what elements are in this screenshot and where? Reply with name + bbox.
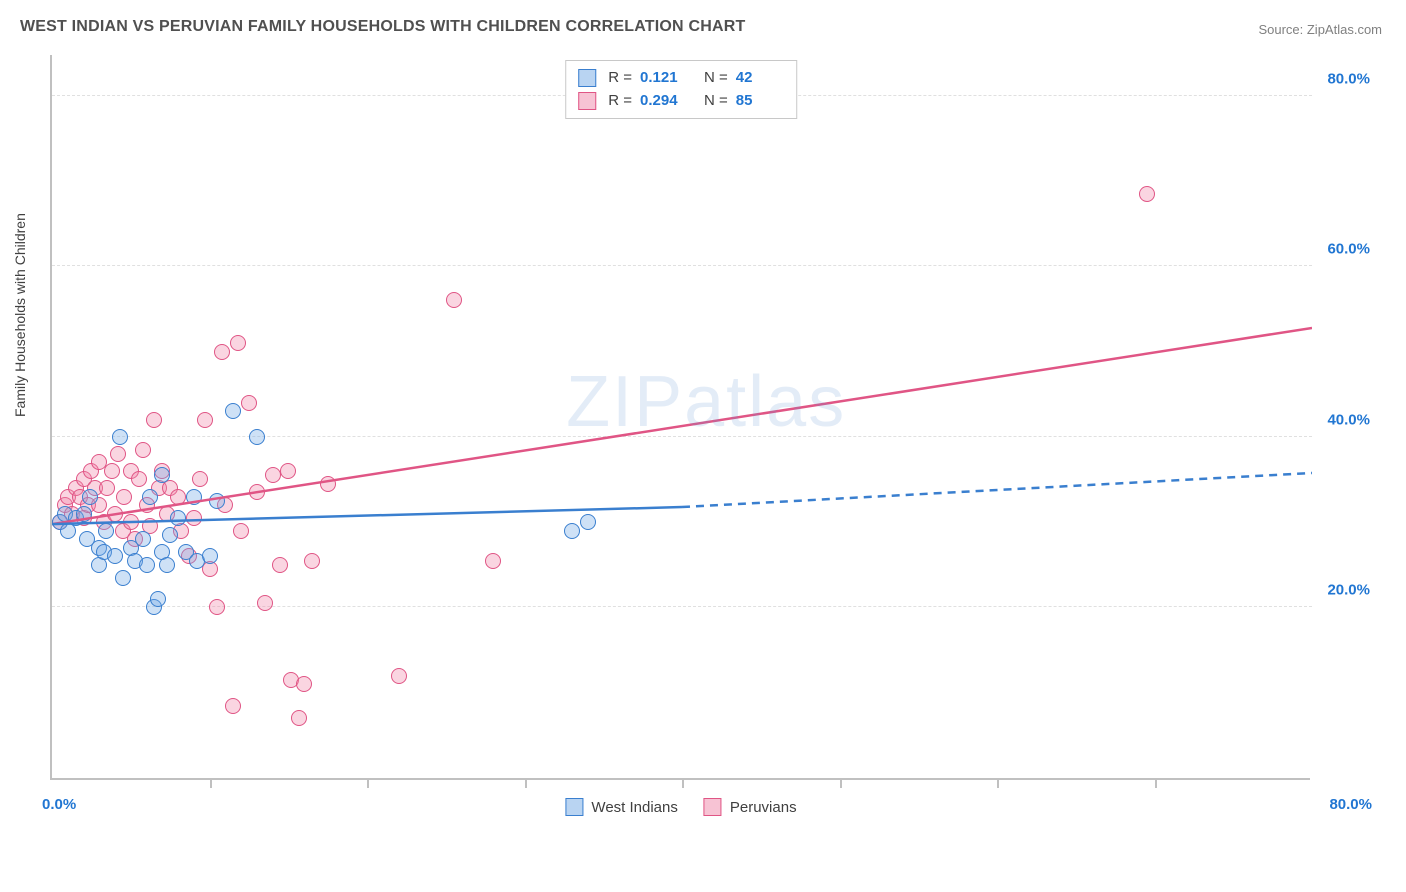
swatch-blue-icon bbox=[565, 798, 583, 816]
correlation-legend: R = 0.121 N = 42 R = 0.294 N = 85 bbox=[565, 60, 797, 119]
scatter-point-pink bbox=[146, 412, 162, 428]
x-tick bbox=[840, 778, 842, 788]
source-label: Source: ZipAtlas.com bbox=[1258, 22, 1382, 37]
chart-area: ZIPatlas R = 0.121 N = 42 R = 0.294 N = … bbox=[50, 55, 1380, 815]
n-label: N = bbox=[704, 67, 728, 90]
scatter-point-blue bbox=[162, 527, 178, 543]
n-value-blue: 42 bbox=[736, 67, 784, 90]
scatter-point-pink bbox=[304, 553, 320, 569]
scatter-point-blue bbox=[202, 548, 218, 564]
scatter-point-blue bbox=[564, 523, 580, 539]
regression-lines bbox=[52, 55, 1312, 780]
scatter-point-pink bbox=[320, 476, 336, 492]
series-legend: West Indians Peruvians bbox=[565, 798, 796, 816]
scatter-point-pink bbox=[186, 510, 202, 526]
gridline bbox=[52, 265, 1312, 266]
scatter-point-blue bbox=[139, 557, 155, 573]
scatter-point-pink bbox=[265, 467, 281, 483]
scatter-point-pink bbox=[296, 676, 312, 692]
legend-row-pink: R = 0.294 N = 85 bbox=[578, 90, 784, 113]
gridline bbox=[52, 606, 1312, 607]
scatter-point-pink bbox=[135, 442, 151, 458]
scatter-point-pink bbox=[233, 523, 249, 539]
legend-row-blue: R = 0.121 N = 42 bbox=[578, 67, 784, 90]
plot-region: ZIPatlas R = 0.121 N = 42 R = 0.294 N = … bbox=[50, 55, 1310, 780]
scatter-point-blue bbox=[225, 403, 241, 419]
legend-item-blue: West Indians bbox=[565, 798, 677, 816]
r-value-pink: 0.294 bbox=[640, 90, 688, 113]
chart-title: WEST INDIAN VS PERUVIAN FAMILY HOUSEHOLD… bbox=[20, 18, 745, 36]
scatter-point-pink bbox=[249, 484, 265, 500]
x-tick bbox=[997, 778, 999, 788]
legend-item-pink: Peruvians bbox=[704, 798, 797, 816]
scatter-point-pink bbox=[214, 344, 230, 360]
scatter-point-pink bbox=[99, 480, 115, 496]
scatter-point-pink bbox=[104, 463, 120, 479]
legend-label-pink: Peruvians bbox=[730, 799, 797, 816]
swatch-pink-icon bbox=[578, 92, 596, 110]
scatter-point-pink bbox=[110, 446, 126, 462]
scatter-point-pink bbox=[230, 335, 246, 351]
scatter-point-pink bbox=[116, 489, 132, 505]
y-axis-title: Family Households with Children bbox=[12, 213, 28, 417]
x-axis-label-start: 0.0% bbox=[42, 796, 76, 813]
scatter-point-blue bbox=[580, 514, 596, 530]
swatch-blue-icon bbox=[578, 69, 596, 87]
scatter-point-blue bbox=[150, 591, 166, 607]
n-label: N = bbox=[704, 90, 728, 113]
y-tick-label: 60.0% bbox=[1315, 241, 1370, 258]
watermark-zip: ZIP bbox=[566, 362, 684, 442]
scatter-point-pink bbox=[107, 506, 123, 522]
scatter-point-pink bbox=[197, 412, 213, 428]
scatter-point-blue bbox=[159, 557, 175, 573]
x-tick bbox=[682, 778, 684, 788]
scatter-point-pink bbox=[209, 599, 225, 615]
x-tick bbox=[367, 778, 369, 788]
scatter-point-blue bbox=[112, 429, 128, 445]
scatter-point-pink bbox=[225, 698, 241, 714]
x-axis-label-end: 80.0% bbox=[1329, 796, 1372, 813]
scatter-point-blue bbox=[142, 489, 158, 505]
scatter-point-blue bbox=[135, 531, 151, 547]
scatter-point-pink bbox=[131, 471, 147, 487]
scatter-point-blue bbox=[249, 429, 265, 445]
watermark: ZIPatlas bbox=[566, 361, 846, 443]
y-tick-label: 20.0% bbox=[1315, 582, 1370, 599]
scatter-point-blue bbox=[186, 489, 202, 505]
y-tick-label: 80.0% bbox=[1315, 70, 1370, 87]
scatter-point-blue bbox=[98, 523, 114, 539]
x-tick bbox=[210, 778, 212, 788]
scatter-point-pink bbox=[280, 463, 296, 479]
scatter-point-blue bbox=[170, 510, 186, 526]
legend-label-blue: West Indians bbox=[591, 799, 677, 816]
r-label: R = bbox=[608, 90, 632, 113]
scatter-point-blue bbox=[154, 467, 170, 483]
y-tick-label: 40.0% bbox=[1315, 411, 1370, 428]
scatter-point-pink bbox=[272, 557, 288, 573]
scatter-point-pink bbox=[446, 292, 462, 308]
scatter-point-blue bbox=[76, 506, 92, 522]
r-label: R = bbox=[608, 67, 632, 90]
scatter-point-pink bbox=[123, 514, 139, 530]
gridline bbox=[52, 436, 1312, 437]
scatter-point-pink bbox=[241, 395, 257, 411]
x-tick bbox=[1155, 778, 1157, 788]
n-value-pink: 85 bbox=[736, 90, 784, 113]
x-tick bbox=[525, 778, 527, 788]
scatter-point-pink bbox=[485, 553, 501, 569]
scatter-point-pink bbox=[192, 471, 208, 487]
r-value-blue: 0.121 bbox=[640, 67, 688, 90]
scatter-point-pink bbox=[291, 710, 307, 726]
scatter-point-pink bbox=[391, 668, 407, 684]
scatter-point-blue bbox=[115, 570, 131, 586]
scatter-point-pink bbox=[170, 489, 186, 505]
swatch-pink-icon bbox=[704, 798, 722, 816]
scatter-point-pink bbox=[257, 595, 273, 611]
scatter-point-blue bbox=[107, 548, 123, 564]
scatter-point-blue bbox=[209, 493, 225, 509]
scatter-point-blue bbox=[82, 489, 98, 505]
watermark-atlas: atlas bbox=[684, 362, 846, 442]
scatter-point-pink bbox=[1139, 186, 1155, 202]
